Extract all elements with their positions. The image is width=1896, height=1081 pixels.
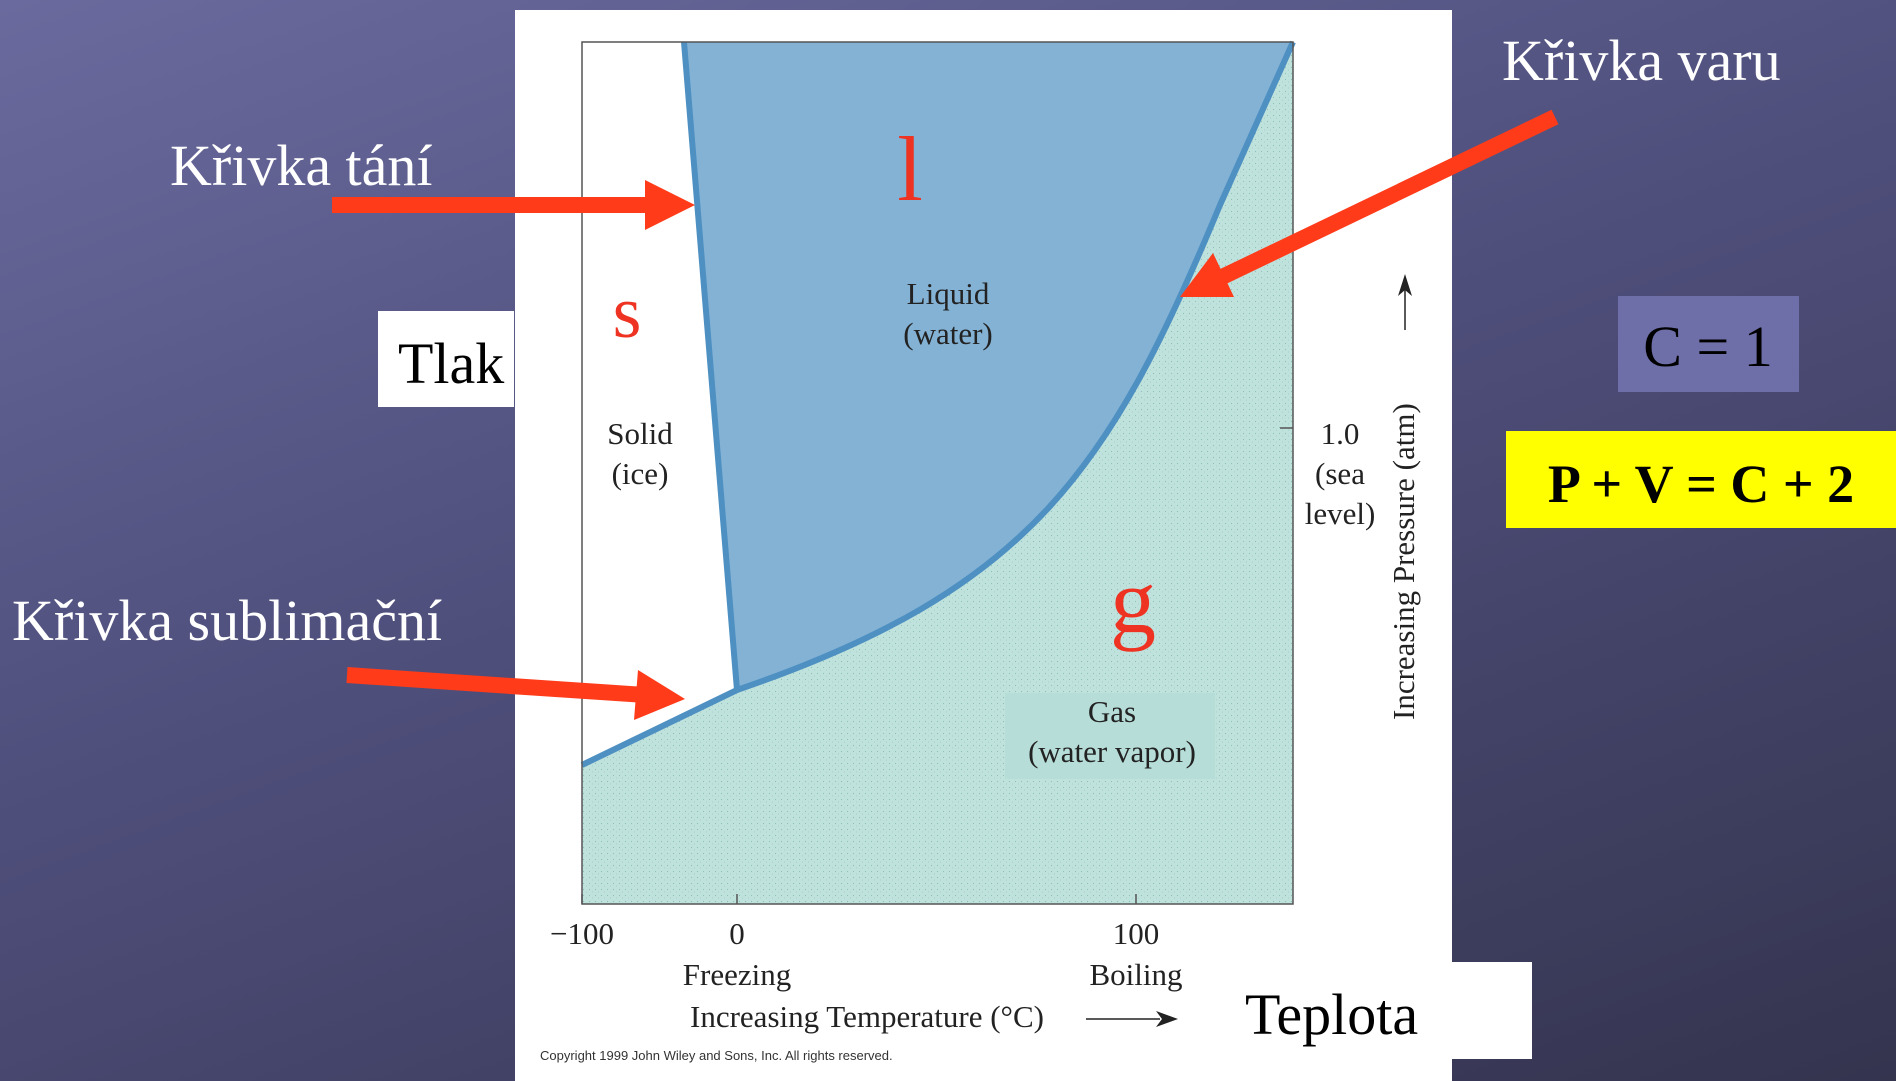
solid-label: Solid [607, 416, 673, 451]
pressure-label-box [378, 311, 514, 407]
temperature-label: Teplota [1245, 982, 1418, 1047]
gas-phase-letter: g [1110, 550, 1156, 652]
sublimation-curve-arrow-head [634, 670, 685, 720]
x-tick-label: 0 [729, 916, 745, 951]
melting-curve-label: Křivka tání [170, 133, 433, 198]
x-tick-label: 100 [1113, 916, 1160, 951]
boiling-curve-arrow-head [1180, 253, 1234, 297]
gas-label-bg [1005, 693, 1215, 779]
liquid-phase-letter: l [897, 118, 923, 220]
solid-phase-letter: s [613, 272, 642, 354]
x-tick-label: −100 [550, 916, 614, 951]
phase-rule-label: P + V = C + 2 [1548, 454, 1854, 514]
x-axis-arrow-head [1156, 1011, 1178, 1027]
liquid-label: Liquid [907, 276, 990, 311]
components-box [1618, 296, 1799, 392]
pressure-label: Tlak [398, 331, 504, 396]
sublimation-curve [580, 687, 739, 768]
components-label: C = 1 [1643, 314, 1772, 379]
copyright-text: Copyright 1999 John Wiley and Sons, Inc.… [540, 1048, 893, 1063]
boiling-curve [736, 40, 1296, 693]
y-tick-label-line3: level) [1305, 496, 1376, 531]
sublimation-curve-arrow-shaft [346, 667, 646, 703]
gas-sub-label: (water vapor) [1028, 734, 1196, 769]
y-axis-arrow-head [1398, 274, 1412, 296]
boiling-curve-label: Křivka varu [1502, 28, 1781, 93]
boiling-label: Boiling [1089, 957, 1182, 992]
freezing-label: Freezing [683, 957, 791, 992]
melting-curve-arrow-head [645, 180, 695, 230]
plot-frame [581, 41, 1294, 905]
y-tick-label: 1.0 [1321, 416, 1360, 451]
boiling-curve-arrow-shaft [1216, 109, 1559, 286]
solid-sub-label: (ice) [612, 456, 669, 491]
liquid-region [684, 42, 1293, 690]
y-tick-label-line2: (sea [1315, 456, 1365, 491]
sublimation-curve-label: Křivka sublimační [12, 588, 442, 653]
liquid-sub-label: (water) [903, 316, 993, 351]
x-axis-label: Increasing Temperature (°C) [690, 999, 1044, 1034]
gas-region [582, 42, 1293, 904]
y-axis-label: Increasing Pressure (atm) [1386, 403, 1421, 720]
melting-curve [681, 41, 740, 691]
phase-rule-box [1506, 431, 1896, 528]
gas-label: Gas [1088, 694, 1136, 729]
